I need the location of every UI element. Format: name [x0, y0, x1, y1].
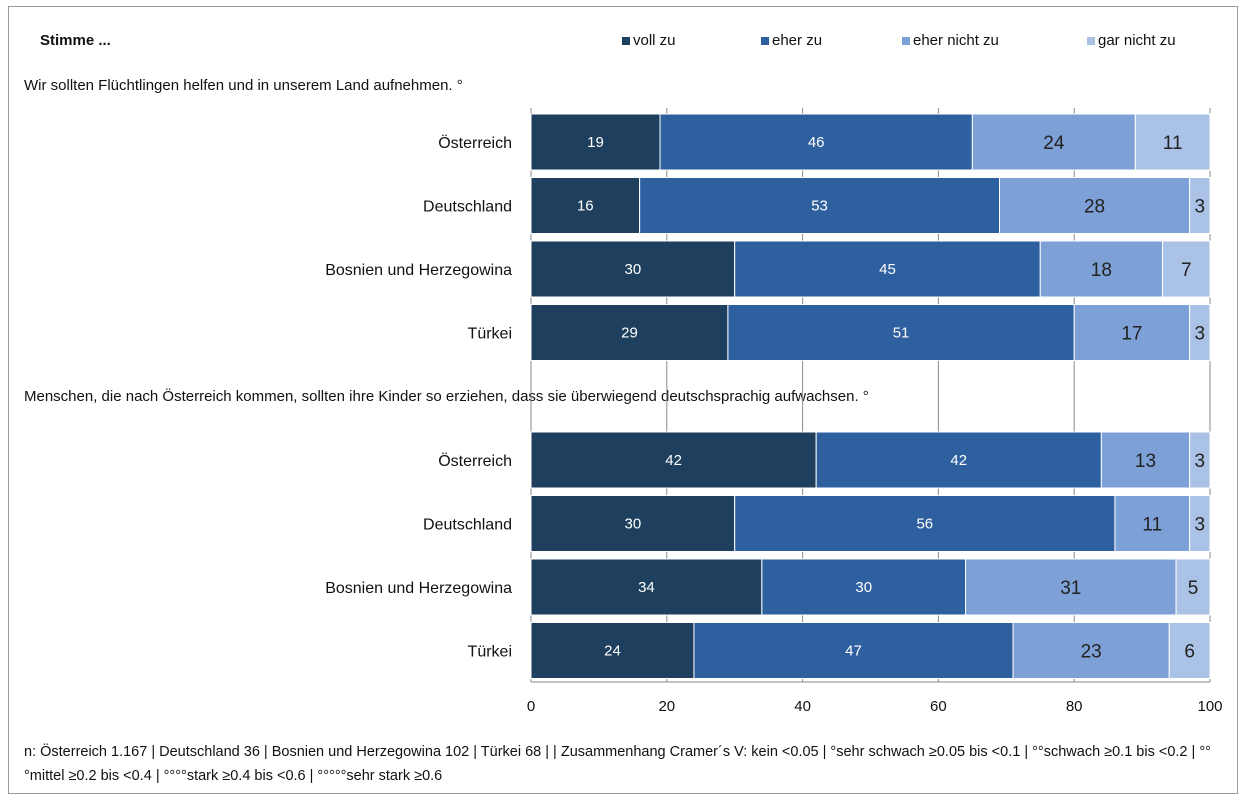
footnote: n: Österreich 1.167 | Deutschland 36 | B… [24, 744, 1211, 784]
bar-segment [530, 177, 641, 234]
bar-segment [530, 240, 736, 298]
x-tick-label: 100 [1197, 698, 1222, 715]
bar-segment [530, 113, 661, 171]
data-label: 24 [1043, 133, 1065, 154]
data-label: 29 [621, 325, 638, 342]
data-label: 30 [625, 261, 642, 278]
legend-label: voll zu [633, 32, 676, 49]
data-label: 23 [1081, 642, 1102, 663]
legend-item-eher-nicht-zu: eher nicht zu [902, 32, 999, 49]
x-tick-label: 20 [658, 698, 675, 715]
category-label: Türkei [468, 326, 512, 343]
data-label: 30 [625, 516, 642, 533]
data-label: 16 [577, 198, 594, 215]
data-label: 5 [1188, 578, 1199, 599]
x-tick-label: 40 [794, 698, 811, 715]
legend-swatch [1087, 36, 1095, 45]
data-label: 42 [950, 452, 967, 469]
legend-label: eher nicht zu [913, 32, 999, 49]
bar-segment [1114, 495, 1191, 552]
data-label: 3 [1195, 197, 1206, 218]
legend-swatch [761, 36, 769, 45]
data-label: 3 [1195, 515, 1206, 536]
legend-swatch [622, 36, 630, 45]
data-label: 51 [893, 325, 910, 342]
legend-item-gar-nicht-zu: gar nicht zu [1087, 32, 1176, 49]
bar-segment [639, 177, 1001, 234]
bar-segment [659, 113, 973, 171]
category-label: Österreich [438, 452, 512, 470]
bar-segment [1100, 431, 1191, 489]
data-label: 28 [1084, 197, 1105, 218]
bar-segment [1189, 304, 1211, 361]
data-label: 7 [1181, 260, 1192, 281]
bar-segment [965, 558, 1177, 616]
legend-item-eher-zu: eher zu [761, 32, 822, 49]
question-2: Menschen, die nach Österreich kommen, so… [24, 388, 869, 405]
data-label: 17 [1121, 324, 1142, 345]
data-label: 30 [855, 579, 872, 596]
data-label: 53 [811, 198, 828, 215]
bar-segment [1168, 622, 1211, 679]
legend-swatch [902, 36, 910, 45]
category-label: Bosnien und Herzegowina [325, 262, 512, 279]
bar-segment [1175, 558, 1211, 616]
data-label: 11 [1163, 133, 1183, 154]
bar-segment [530, 431, 817, 489]
data-label: 31 [1060, 578, 1081, 599]
bar-segment [1189, 177, 1211, 234]
bar-segment [1039, 240, 1163, 298]
x-tick-label: 80 [1066, 698, 1083, 715]
data-label: 19 [587, 134, 604, 151]
data-label: 6 [1184, 642, 1195, 663]
data-label: 13 [1135, 451, 1156, 472]
chart-frame [8, 6, 1238, 794]
bar-segment [693, 622, 1014, 679]
question-1: Wir sollten Flüchtlingen helfen und in u… [24, 77, 463, 94]
data-label: 24 [604, 643, 621, 660]
bar-segment [1134, 113, 1211, 171]
data-label: 56 [916, 516, 933, 533]
bar-segment [1189, 495, 1211, 552]
category-label: Deutschland [423, 517, 512, 534]
bar-segment [727, 304, 1075, 361]
chart-header: Stimme ... [40, 32, 111, 49]
data-label: 34 [638, 579, 655, 596]
data-label: 3 [1195, 451, 1206, 472]
data-label: 11 [1142, 515, 1162, 536]
data-label: 3 [1195, 324, 1206, 345]
legend-item-voll-zu: voll zu [622, 32, 676, 49]
bar-segment [999, 177, 1191, 234]
bar-segment [530, 304, 729, 361]
data-label: 47 [845, 643, 862, 660]
bar-segment [1189, 431, 1211, 489]
category-label: Türkei [468, 644, 512, 661]
data-label: 45 [879, 261, 896, 278]
bar-segment [1161, 240, 1211, 298]
legend-label: gar nicht zu [1098, 32, 1176, 49]
data-label: 18 [1091, 260, 1112, 281]
bar-segment [815, 431, 1102, 489]
bar-segment [761, 558, 967, 616]
x-tick-label: 0 [527, 698, 535, 715]
bar-segment [530, 495, 736, 552]
data-label: 46 [808, 134, 825, 151]
category-label: Deutschland [423, 199, 512, 216]
category-label: Österreich [438, 134, 512, 152]
bar-segment [734, 240, 1041, 298]
data-label: 42 [665, 452, 682, 469]
legend-label: eher zu [772, 32, 823, 49]
x-tick-label: 60 [930, 698, 947, 715]
category-label: Bosnien und Herzegowina [325, 580, 512, 597]
